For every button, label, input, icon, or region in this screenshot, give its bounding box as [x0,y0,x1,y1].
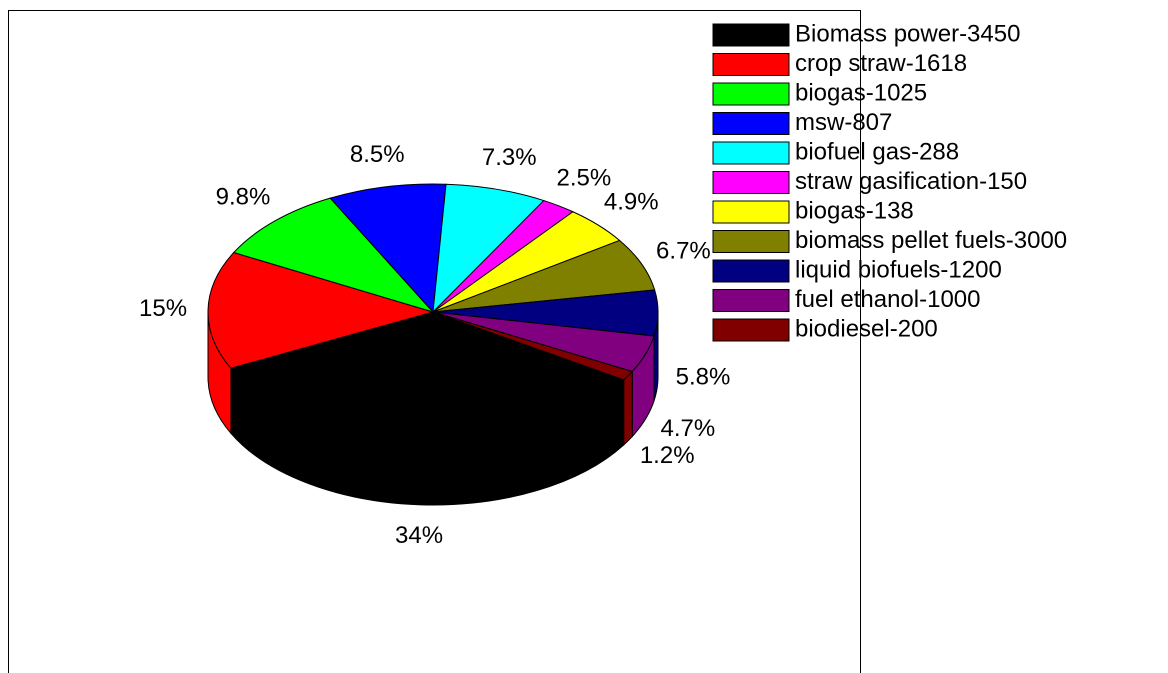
legend-label: biodiesel-200 [795,315,938,342]
pie-tops [207,183,659,441]
pie-slice [432,311,634,381]
pie-slice [329,183,447,314]
data-label: 1.2% [640,442,695,469]
legend-label: biogas-138 [795,197,914,224]
pie-slice [207,251,435,369]
pie-side [623,370,633,446]
legend-label: msw-807 [795,109,892,136]
data-label: 8.5% [350,141,405,168]
pie-slice [232,197,435,313]
pie-sides [207,311,659,506]
data-label: 34% [395,522,443,549]
legend-label: crop straw-1618 [795,50,967,77]
legend-label: straw gasification-150 [795,168,1027,195]
plot-frame [8,10,861,673]
data-label: 7.3% [482,144,537,171]
legend-label: Biomass power-3450 [795,20,1020,47]
data-label: 9.8% [216,184,271,211]
data-label: 15% [139,295,187,322]
data-label: 4.9% [604,189,659,216]
legend-swatch [712,171,790,194]
pie-slice [230,311,625,441]
legend-swatch [712,82,790,106]
data-label: 5.8% [676,364,731,391]
data-label: 4.7% [661,415,716,442]
legend-label: biofuel gas-288 [795,138,959,165]
legend-swatch [712,112,790,135]
pie-slice [432,183,545,314]
legend-label: fuel ethanol-1000 [795,286,980,313]
legend-swatch [712,318,790,342]
data-label: 6.7% [656,237,711,264]
legend-swatch [712,53,790,76]
legend-label: biogas-1025 [795,79,927,106]
legend-swatch [712,23,790,47]
legend-swatch [712,259,790,283]
data-label: 2.5% [557,165,612,192]
legend-swatch [712,289,790,312]
legend-label: liquid biofuels-1200 [795,256,1002,283]
legend-swatch [712,230,790,253]
legend-swatch [712,141,790,165]
legend-swatch [712,200,790,224]
legend-label: biomass pellet fuels-3000 [795,227,1067,254]
